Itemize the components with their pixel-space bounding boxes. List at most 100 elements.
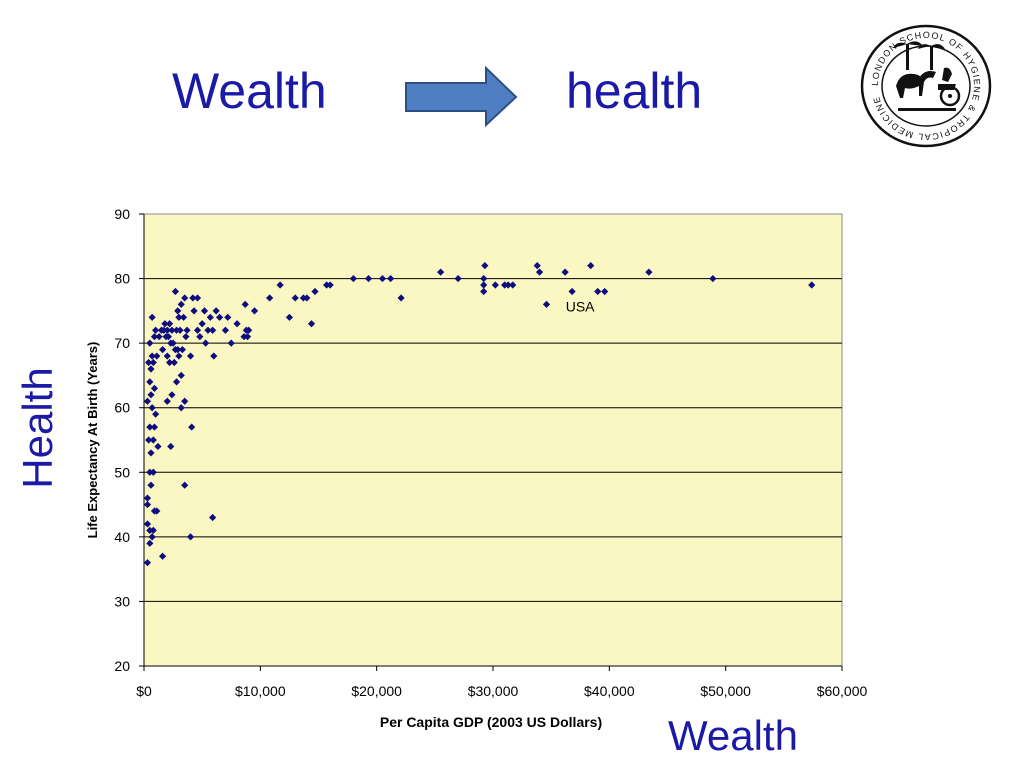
data-point — [163, 352, 171, 360]
annotation-label: USA — [566, 298, 595, 314]
data-point — [307, 320, 316, 328]
data-point — [174, 346, 182, 354]
data-point — [276, 281, 284, 289]
data-point — [171, 287, 180, 296]
data-point — [202, 339, 210, 347]
data-point — [397, 294, 405, 302]
data-point — [568, 287, 576, 296]
data-point — [146, 378, 154, 386]
data-point — [645, 268, 653, 276]
data-point — [150, 507, 159, 515]
y-tick-label: 90 — [114, 206, 130, 222]
data-point — [143, 520, 152, 528]
data-point — [216, 313, 224, 321]
data-point — [601, 287, 609, 296]
y-axis-label: Life Expectancy At Birth (Years) — [85, 342, 100, 539]
data-point — [241, 300, 249, 308]
data-point — [188, 423, 196, 431]
data-point — [168, 326, 176, 334]
side-label-wealth: Wealth — [668, 712, 798, 759]
slide-title-wealth: Wealth — [172, 63, 327, 119]
plot-area — [143, 213, 843, 667]
data-point — [243, 333, 252, 341]
data-point — [224, 313, 232, 321]
data-point — [177, 300, 185, 308]
data-point — [143, 494, 152, 502]
data-point — [210, 352, 218, 360]
data-point — [587, 262, 595, 270]
data-point — [193, 294, 202, 302]
x-tick-label: $50,000 — [700, 683, 751, 699]
data-point — [149, 526, 157, 534]
school-seal-icon: LONDON SCHOOL OF HYGIENE & TROPICAL MEDI… — [858, 24, 994, 153]
data-point — [147, 365, 155, 373]
data-point — [504, 281, 512, 289]
data-point — [212, 307, 220, 315]
data-point — [146, 423, 154, 431]
data-point — [147, 449, 155, 457]
data-point — [183, 326, 191, 334]
x-tick-label: $10,000 — [235, 683, 286, 699]
data-point — [561, 268, 569, 276]
data-point — [190, 307, 198, 315]
data-point — [182, 333, 190, 341]
data-point — [326, 281, 334, 289]
data-point — [200, 307, 209, 315]
data-point — [149, 436, 157, 444]
x-tick-label: $30,000 — [468, 683, 519, 699]
data-point — [148, 404, 156, 412]
data-point — [181, 481, 189, 489]
data-point — [143, 500, 152, 509]
y-tick-label: 30 — [114, 593, 130, 609]
x-tick-label: $0 — [136, 683, 152, 699]
data-point — [233, 320, 241, 328]
data-point — [176, 326, 184, 334]
y-tick-label: 50 — [114, 464, 130, 480]
data-point — [150, 333, 159, 341]
data-point — [152, 326, 160, 334]
data-point — [285, 313, 294, 321]
data-point — [167, 442, 175, 451]
y-tick-label: 60 — [114, 400, 130, 416]
data-point — [145, 358, 153, 367]
data-point — [193, 326, 202, 334]
y-tick-label: 70 — [114, 335, 130, 351]
data-point — [175, 352, 183, 360]
data-point — [143, 559, 152, 567]
data-point — [221, 326, 230, 334]
right-arrow-icon — [404, 65, 520, 133]
data-point — [149, 468, 157, 476]
data-point — [148, 533, 156, 541]
data-point — [250, 307, 259, 315]
data-point — [709, 274, 717, 283]
x-tick-label: $60,000 — [817, 683, 868, 699]
data-points — [143, 262, 816, 567]
y-tick-label: 80 — [114, 271, 130, 287]
data-point — [266, 294, 274, 302]
data-point — [349, 274, 357, 283]
data-point — [437, 268, 445, 276]
data-point — [480, 287, 488, 296]
data-point — [150, 384, 159, 392]
data-point — [163, 397, 171, 405]
data-point — [181, 294, 189, 302]
data-point — [165, 358, 174, 367]
data-point — [170, 358, 178, 367]
data-point — [209, 326, 217, 334]
data-point — [594, 287, 602, 296]
data-point — [153, 352, 161, 360]
y-tick-label: 20 — [114, 658, 130, 674]
data-point — [808, 281, 816, 289]
data-point — [198, 320, 206, 328]
data-point — [491, 281, 499, 289]
data-point — [155, 333, 163, 341]
data-point — [152, 410, 160, 418]
data-point — [181, 397, 189, 405]
data-point — [148, 313, 156, 321]
data-point — [186, 352, 195, 360]
data-point — [480, 274, 488, 283]
data-point — [143, 397, 152, 405]
data-point — [311, 287, 319, 296]
x-tick-label: $20,000 — [351, 683, 402, 699]
data-point — [480, 281, 488, 289]
